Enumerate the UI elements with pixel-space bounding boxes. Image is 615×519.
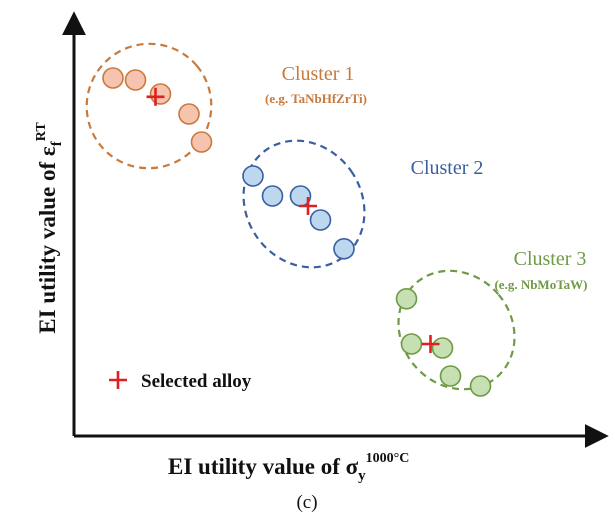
y-axis-label-sub: f (49, 140, 65, 146)
legend: Selected alloy (109, 371, 252, 392)
x-axis-label-main: EI utility value of σ (168, 454, 359, 479)
cluster-1-example: (e.g. TaNbHfZrTi) (265, 91, 367, 106)
cluster-3-name: Cluster 3 (514, 248, 587, 270)
legend-marker (109, 371, 127, 389)
cluster-3-point (400, 333, 423, 355)
legend-plus-icon (109, 371, 127, 389)
cluster-1 (85, 42, 213, 170)
cluster-2-point (309, 209, 332, 231)
cluster-3-point (469, 375, 492, 397)
cluster-3-point (439, 365, 462, 387)
cluster-1-point (124, 69, 147, 91)
cluster-3-example: (e.g. NbMoTaW) (494, 277, 587, 292)
y-axis-label-main: EI utility value of ε (35, 146, 60, 334)
cluster-1-point (178, 103, 200, 125)
cluster-3-point (395, 287, 418, 310)
cluster-1-selected-marker (146, 87, 165, 106)
cluster-1-point (102, 67, 124, 89)
x-axis-label: EI utility value of σy1000°C (168, 451, 409, 484)
x-axis-label-sub: y (358, 468, 366, 484)
cluster-2-point (261, 185, 284, 207)
cluster-2-selected-marker (299, 197, 317, 215)
cluster-3-point (431, 337, 454, 359)
y-axis-label: EI utility value of εfRT (34, 122, 65, 334)
cluster-1-point (149, 83, 172, 105)
cluster-3-boundary (397, 269, 516, 391)
cluster-3-selected-marker (421, 335, 440, 353)
x-axis-label-sup: 1000°C (366, 451, 410, 466)
plot-area (85, 42, 516, 397)
figure-caption: (c) (296, 492, 317, 513)
cluster-2-point (333, 238, 355, 260)
cluster-2-name: Cluster 2 (411, 157, 484, 179)
y-axis-label-sup: RT (34, 122, 49, 142)
cluster-3 (395, 269, 516, 397)
legend-label: Selected alloy (141, 371, 252, 392)
cluster-1-name: Cluster 1 (282, 63, 355, 85)
cluster-2-point (242, 165, 264, 187)
cluster-2 (242, 139, 366, 269)
cluster-1-point (190, 131, 213, 153)
cluster-1-boundary (85, 42, 213, 170)
